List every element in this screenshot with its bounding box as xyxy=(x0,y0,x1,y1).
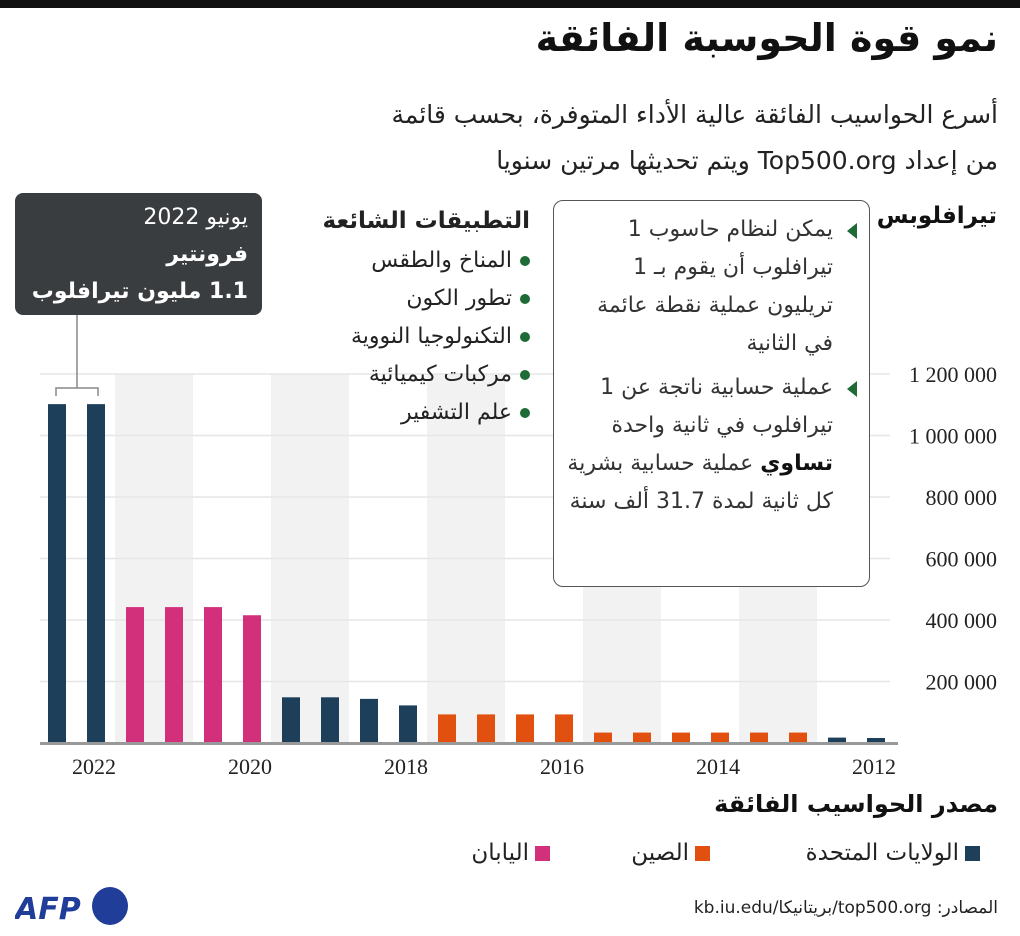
legend-item-usa: الولايات المتحدة xyxy=(806,840,980,866)
bar-nov-2022 xyxy=(48,404,66,743)
legend-item-japan: اليابان xyxy=(471,840,550,866)
application-label: علم التشفير xyxy=(400,400,512,425)
application-item: تطور الكون xyxy=(322,280,530,318)
bar-jun-2016 xyxy=(555,714,573,743)
triangle-bullet-icon xyxy=(847,223,857,239)
bar-nov-2018 xyxy=(360,698,378,743)
bar-jun-2018 xyxy=(399,705,417,743)
legend-swatch xyxy=(695,845,710,861)
legend-label: الولايات المتحدة xyxy=(805,840,959,866)
bar-jun-2019 xyxy=(321,697,339,743)
bar-nov-2021 xyxy=(126,607,144,743)
application-item: مركبات كيميائية xyxy=(322,356,530,394)
x-tick-label: 2020 xyxy=(228,754,272,779)
info-text-2-bold: تساوي xyxy=(760,451,833,476)
subtitle-line-1: أسرع الحواسيب الفائقة عالية الأداء المتو… xyxy=(391,100,998,129)
bar-nov-2016 xyxy=(516,714,534,743)
y-tick-label: 200 000 xyxy=(926,670,998,695)
bar-nov-2015 xyxy=(594,732,612,743)
teraflop-info-box: يمكن لنظام حاسوب 1 تيرافلوب أن يقوم بـ 1… xyxy=(553,200,870,587)
subtitle-line-2: من إعداد Top500.org ويتم تحديثها مرتين س… xyxy=(496,146,998,175)
bar-nov-2014 xyxy=(672,732,690,743)
y-tick-label: 1 200 000 xyxy=(909,362,997,387)
top-bar xyxy=(0,0,1020,8)
legend-label: اليابان xyxy=(471,840,529,866)
svg-text:AFP: AFP xyxy=(15,892,81,927)
bullet-dot-icon xyxy=(520,408,530,418)
chart-title: نمو قوة الحوسبة الفائقة xyxy=(535,16,998,60)
frontier-callout: يونيو 2022 فرونتير 1.1 مليون تيرافلوب xyxy=(15,193,262,315)
x-tick-label: 2012 xyxy=(852,754,896,779)
application-item: التكنولوجيا النووية xyxy=(322,318,530,356)
application-label: المناخ والطقس xyxy=(371,248,512,273)
callout-name: فرونتير xyxy=(166,242,248,267)
bar-jun-2017 xyxy=(477,714,495,743)
legend-swatch xyxy=(965,845,980,861)
callout-value: 1.1 مليون تيرافلوب xyxy=(31,279,248,304)
bar-nov-2012 xyxy=(828,737,846,743)
legend-title: مصدر الحواسيب الفائقة xyxy=(714,790,998,818)
bar-jun-2020 xyxy=(243,615,261,743)
info-paragraph-2: عملية حسابية ناتجة عن 1 تيرافلوب في ثاني… xyxy=(564,369,857,521)
bullet-dot-icon xyxy=(520,256,530,266)
info-text-2a: عملية حسابية ناتجة عن 1 تيرافلوب في ثاني… xyxy=(600,375,833,438)
y-tick-label: 600 000 xyxy=(926,547,998,572)
bar-jun-2013 xyxy=(789,732,807,743)
bar-jun-2022 xyxy=(87,404,105,743)
application-item: علم التشفير xyxy=(322,394,530,432)
bar-nov-2017 xyxy=(438,714,456,743)
y-tick-label: 800 000 xyxy=(926,485,998,510)
callout-connector xyxy=(55,315,99,396)
legend-swatch xyxy=(535,845,550,861)
bullet-dot-icon xyxy=(520,332,530,342)
application-label: مركبات كيميائية xyxy=(368,362,512,387)
x-tick-label: 2022 xyxy=(72,754,116,779)
bar-jun-2012 xyxy=(867,737,885,743)
legend-item-china: الصين xyxy=(631,840,710,866)
legend-label: الصين xyxy=(631,840,689,866)
callout-date: يونيو 2022 xyxy=(143,205,248,230)
applications-heading: التطبيقات الشائعة xyxy=(322,208,530,234)
bar-jun-2014 xyxy=(711,732,729,743)
bar-nov-2013 xyxy=(750,732,768,743)
info-text-1: يمكن لنظام حاسوب 1 تيرافلوب أن يقوم بـ 1… xyxy=(597,217,833,356)
bullet-dot-icon xyxy=(520,370,530,380)
chart-subtitle: أسرع الحواسيب الفائقة عالية الأداء المتو… xyxy=(391,92,998,184)
bar-nov-2020 xyxy=(204,607,222,743)
info-paragraph-1: يمكن لنظام حاسوب 1 تيرافلوب أن يقوم بـ 1… xyxy=(564,211,857,363)
bar-jun-2021 xyxy=(165,607,183,743)
info-text-2b: عملية حسابية بشرية كل ثانية لمدة 31.7 أل… xyxy=(567,451,833,514)
afp-logo: AFP xyxy=(15,887,128,927)
x-tick-label: 2016 xyxy=(540,754,584,779)
application-item: المناخ والطقس xyxy=(322,242,530,280)
triangle-bullet-icon xyxy=(847,381,857,397)
x-tick-label: 2014 xyxy=(696,754,740,779)
bar-jun-2015 xyxy=(633,732,651,743)
bar-nov-2019 xyxy=(282,697,300,743)
application-label: تطور الكون xyxy=(406,286,512,311)
y-tick-label: 1 000 000 xyxy=(909,424,997,449)
x-tick-label: 2018 xyxy=(384,754,428,779)
y-axis-unit-label: تيرافلوبس xyxy=(876,203,997,229)
source-note: المصادر: top500.org/بريتانيكا/kb.iu.edu xyxy=(693,898,998,918)
applications-list: التطبيقات الشائعة المناخ والطقس تطور الكو… xyxy=(322,200,530,432)
bullet-dot-icon xyxy=(520,294,530,304)
application-label: التكنولوجيا النووية xyxy=(351,324,512,349)
y-tick-label: 400 000 xyxy=(926,608,998,633)
